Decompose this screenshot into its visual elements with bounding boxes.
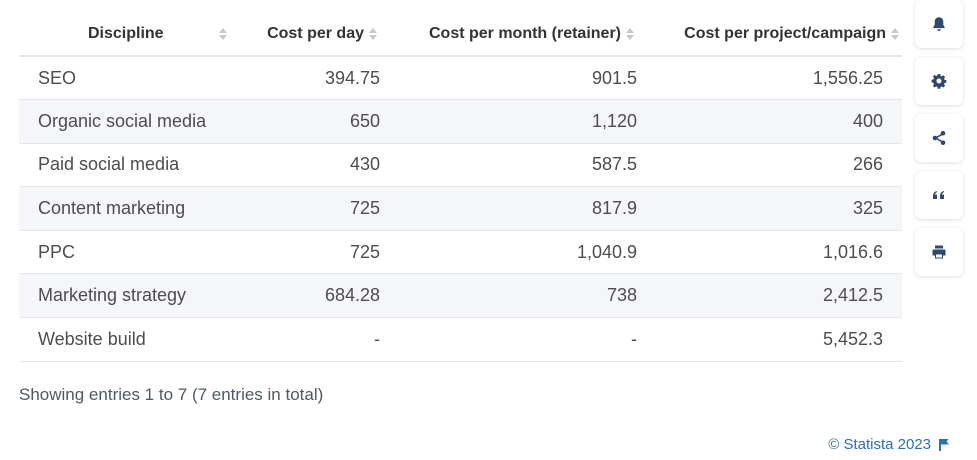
table-cell-cost-per-project: 2,412.5 [637, 273, 902, 319]
column-header-label: Discipline [88, 25, 164, 42]
table-row: Organic social media 650 1,120 400 [19, 99, 902, 144]
credit-text: © Statista 2023 [828, 436, 931, 453]
column-header-label: Cost per month (retainer) [428, 25, 621, 42]
entries-info: Showing entries 1 to 7 (7 entries in tot… [19, 385, 324, 404]
gear-icon [931, 74, 947, 89]
notification-button[interactable] [915, 0, 963, 48]
sort-icon[interactable] [626, 28, 635, 40]
table-cell-cost-per-month: 738 [380, 273, 637, 319]
table-cell-cost-per-day: 394.75 [238, 56, 380, 101]
table-cell-discipline: Website build [19, 317, 238, 362]
table-row: PPC 725 1,040.9 1,016.6 [19, 230, 902, 275]
column-header-label: Cost per project/campaign [684, 25, 886, 42]
print-icon [932, 245, 946, 259]
sort-icon[interactable] [219, 28, 228, 40]
column-header-label: Cost per day [267, 25, 364, 42]
table-cell-discipline: Content marketing [19, 186, 238, 231]
table-cell-cost-per-day: - [238, 317, 380, 362]
table-cell-cost-per-project: 1,016.6 [637, 230, 902, 275]
table-cell-cost-per-month: 817.9 [380, 186, 637, 231]
column-header-cost-per-project[interactable]: Cost per project/campaign [637, 13, 902, 57]
table-cell-cost-per-day: 725 [238, 186, 380, 231]
table-cell-cost-per-day: 684.28 [238, 273, 380, 319]
table-cell-cost-per-project: 1,556.25 [637, 56, 902, 101]
table-row: Website build - - 5,452.3 [19, 317, 902, 362]
data-table-container: Discipline Cost per day Cost per month (… [19, 13, 902, 362]
header-row: Discipline Cost per day Cost per month (… [19, 13, 902, 57]
table-cell-cost-per-month: 901.5 [380, 56, 637, 101]
table-cell-discipline: Paid social media [19, 143, 238, 188]
table-row: Marketing strategy 684.28 738 2,412.5 [19, 273, 902, 319]
share-button[interactable] [915, 114, 963, 162]
table-cell-discipline: Organic social media [19, 99, 238, 144]
table-row: SEO 394.75 901.5 1,556.25 [19, 56, 902, 101]
table-cell-cost-per-day: 430 [238, 143, 380, 188]
table-cell-cost-per-project: 266 [637, 143, 902, 188]
bell-icon [933, 17, 945, 31]
settings-button[interactable] [915, 57, 963, 105]
statista-credit[interactable]: © Statista 2023 [828, 436, 949, 453]
sort-icon[interactable] [891, 28, 900, 40]
column-header-cost-per-day[interactable]: Cost per day [238, 13, 380, 57]
table-cell-cost-per-project: 400 [637, 99, 902, 144]
table-cell-discipline: SEO [19, 56, 238, 101]
column-header-discipline[interactable]: Discipline [19, 13, 238, 57]
table-row: Content marketing 725 817.9 325 [19, 186, 902, 231]
sort-icon[interactable] [369, 28, 378, 40]
cost-table: Discipline Cost per day Cost per month (… [19, 13, 902, 362]
share-icon [932, 130, 946, 146]
table-cell-cost-per-month: - [380, 317, 637, 362]
flag-icon[interactable] [939, 438, 949, 451]
table-cell-cost-per-day: 725 [238, 230, 380, 275]
table-cell-discipline: Marketing strategy [19, 273, 238, 319]
table-cell-cost-per-project: 5,452.3 [637, 317, 902, 362]
quote-icon [933, 191, 945, 199]
column-header-cost-per-month[interactable]: Cost per month (retainer) [380, 13, 637, 57]
table-cell-cost-per-month: 587.5 [380, 143, 637, 188]
table-cell-cost-per-month: 1,120 [380, 99, 637, 144]
table-cell-cost-per-month: 1,040.9 [380, 230, 637, 275]
cite-button[interactable] [915, 171, 963, 219]
table-cell-discipline: PPC [19, 230, 238, 275]
table-cell-cost-per-project: 325 [637, 186, 902, 231]
table-row: Paid social media 430 587.5 266 [19, 143, 902, 188]
table-cell-cost-per-day: 650 [238, 99, 380, 144]
print-button[interactable] [915, 228, 963, 276]
